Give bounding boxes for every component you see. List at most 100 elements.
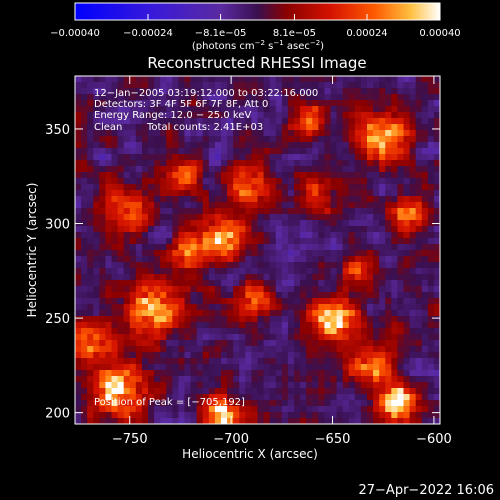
heatmap-pixel — [154, 400, 161, 407]
heatmap-pixel — [275, 376, 283, 383]
heatmap-pixel — [178, 364, 186, 371]
heatmap-pixel — [148, 184, 155, 191]
heatmap-pixel — [294, 214, 301, 221]
heatmap-pixel — [330, 316, 338, 323]
heatmap-pixel — [433, 184, 440, 191]
heatmap-pixel — [348, 274, 356, 281]
heatmap-pixel — [312, 364, 319, 371]
heatmap-pixel — [330, 130, 338, 137]
heatmap-pixel — [93, 370, 100, 377]
heatmap-pixel — [379, 412, 386, 419]
heatmap-pixel — [415, 418, 423, 424]
heatmap-pixel — [330, 364, 338, 371]
heatmap-pixel — [348, 148, 356, 155]
heatmap-pixel — [281, 328, 289, 335]
heatmap-pixel — [281, 172, 289, 179]
heatmap-pixel — [81, 196, 88, 203]
heatmap-pixel — [93, 304, 100, 311]
heatmap-pixel — [196, 76, 204, 83]
heatmap-pixel — [184, 370, 192, 377]
heatmap-pixel — [391, 130, 399, 137]
heatmap-pixel — [245, 262, 253, 269]
heatmap-pixel — [330, 220, 338, 227]
heatmap-pixel — [135, 226, 143, 233]
heatmap-pixel — [269, 208, 277, 215]
heatmap-pixel — [318, 190, 326, 197]
heatmap-pixel — [184, 220, 192, 227]
heatmap-pixel — [379, 268, 386, 275]
heatmap-pixel — [433, 322, 440, 329]
heatmap-pixel — [385, 268, 392, 275]
heatmap-pixel — [385, 256, 392, 263]
heatmap-pixel — [245, 268, 253, 275]
heatmap-pixel — [281, 382, 289, 389]
heatmap-pixel — [123, 124, 131, 131]
heatmap-pixel — [287, 304, 295, 311]
heatmap-pixel — [190, 100, 198, 107]
heatmap-pixel — [208, 292, 216, 299]
heatmap-pixel — [202, 400, 210, 407]
heatmap-pixel — [257, 136, 265, 143]
heatmap-pixel — [172, 250, 180, 257]
heatmap-pixel — [379, 280, 386, 287]
heatmap-pixel — [117, 220, 125, 227]
heatmap-pixel — [300, 352, 307, 359]
heatmap-pixel — [172, 346, 180, 353]
heatmap-pixel — [141, 418, 149, 424]
heatmap-pixel — [330, 154, 338, 161]
heatmap-pixel — [105, 100, 113, 107]
heatmap-pixel — [178, 154, 186, 161]
heatmap-pixel — [342, 148, 350, 155]
heatmap-pixel — [117, 118, 125, 125]
heatmap-pixel — [379, 118, 386, 125]
heatmap-pixel — [81, 136, 88, 143]
heatmap-pixel — [214, 136, 222, 143]
heatmap-pixel — [415, 316, 423, 323]
heatmap-pixel — [135, 406, 143, 413]
heatmap-pixel — [105, 142, 113, 149]
heatmap-pixel — [275, 130, 283, 137]
heatmap-pixel — [196, 184, 204, 191]
heatmap-pixel — [148, 76, 155, 83]
heatmap-pixel — [385, 214, 392, 221]
heatmap-pixel — [75, 304, 82, 311]
heatmap-pixel — [154, 280, 161, 287]
heatmap-pixel — [105, 202, 113, 209]
heatmap-pixel — [123, 262, 131, 269]
heatmap-pixel — [336, 202, 344, 209]
heatmap-pixel — [409, 148, 417, 155]
heatmap-pixel — [275, 112, 283, 119]
heatmap-pixel — [397, 94, 405, 101]
heatmap-pixel — [257, 304, 265, 311]
heatmap-pixel — [294, 262, 301, 269]
heatmap-pixel — [111, 238, 119, 245]
heatmap-pixel — [403, 376, 411, 383]
heatmap-pixel — [336, 172, 344, 179]
heatmap-pixel — [172, 202, 180, 209]
heatmap-pixel — [160, 280, 167, 287]
heatmap-pixel — [360, 406, 368, 413]
heatmap-pixel — [421, 394, 429, 401]
heatmap-pixel — [360, 256, 368, 263]
heatmap-pixel — [409, 172, 417, 179]
heatmap-pixel — [93, 388, 100, 395]
heatmap-pixel — [190, 148, 198, 155]
heatmap-pixel — [373, 364, 380, 371]
heatmap-pixel — [409, 412, 417, 419]
heatmap-pixel — [421, 322, 429, 329]
heatmap-pixel — [275, 304, 283, 311]
heatmap-pixel — [409, 310, 417, 317]
heatmap-pixel — [81, 250, 88, 257]
heatmap-pixel — [251, 166, 259, 173]
heatmap-pixel — [354, 274, 362, 281]
heatmap-pixel — [141, 190, 149, 197]
heatmap-pixel — [87, 220, 94, 227]
heatmap-pixel — [318, 364, 326, 371]
heatmap-pixel — [166, 400, 173, 407]
heatmap-pixel — [373, 196, 380, 203]
heatmap-pixel — [397, 388, 405, 395]
heatmap-pixel — [227, 238, 234, 245]
heatmap-pixel — [330, 142, 338, 149]
heatmap-pixel — [214, 376, 222, 383]
heatmap-pixel — [312, 88, 319, 95]
